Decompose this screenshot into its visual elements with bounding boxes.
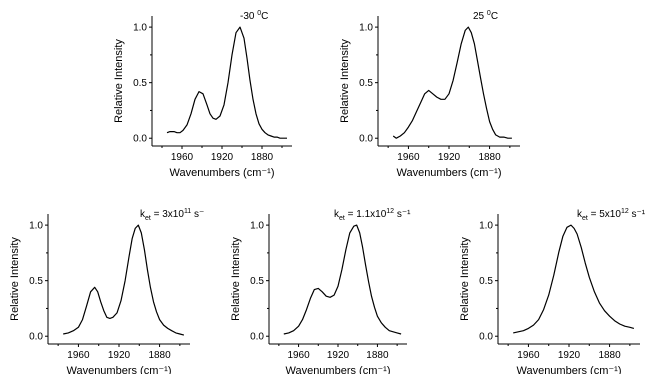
x-tick-label: 1880 bbox=[598, 350, 621, 361]
x-tick-label: 1920 bbox=[327, 350, 350, 361]
x-tick-label: 1880 bbox=[148, 350, 171, 361]
panel-3-x-axis-title: Wavenumbers (cm⁻¹) bbox=[66, 365, 171, 374]
x-tick-label: 1920 bbox=[438, 152, 461, 163]
panel-3-y-axis-title: Relative Intensity bbox=[9, 237, 21, 321]
y-tick-label: 0.5 bbox=[29, 276, 43, 287]
panel-4-annotation: ket = 1.1x1012 s⁻¹ bbox=[334, 208, 411, 222]
x-tick-label: 1960 bbox=[517, 350, 540, 361]
x-tick-label: 1880 bbox=[478, 152, 501, 163]
panel-2-annotation: 25 0C bbox=[473, 10, 498, 22]
y-tick-label: 1.0 bbox=[479, 221, 493, 232]
y-tick-label: 1.0 bbox=[359, 23, 373, 34]
panel-5-x-axis-title: Wavenumbers (cm⁻¹) bbox=[516, 365, 621, 374]
y-tick-label: 0.5 bbox=[250, 276, 264, 287]
y-tick-label: 1.0 bbox=[29, 221, 43, 232]
panel-4-x-axis-title: Wavenumbers (cm⁻¹) bbox=[285, 365, 390, 374]
x-tick-label: 1960 bbox=[287, 350, 310, 361]
y-tick-label: 0.5 bbox=[359, 78, 373, 89]
panel-2-y-axis-title: Relative Intensity bbox=[339, 39, 351, 123]
y-tick-label: 0.0 bbox=[359, 134, 373, 145]
panel-1: 0.0 0.5 1.0 1960 1920 1880 Relative Intensity W… bbox=[113, 10, 292, 179]
panel-2-spectrum-line bbox=[392, 26, 512, 139]
panel-3: 0.0 0.5 1.0 1960 1920 1880 Relative Intensity W… bbox=[9, 208, 204, 374]
panel-4: 0.0 0.5 1.0 1960 1920 1880 Relative Intensity W… bbox=[230, 208, 411, 374]
panel-3-annotation: ket = 3x1011 s⁻ bbox=[140, 208, 204, 222]
panel-4-y-axis-title: Relative Intensity bbox=[230, 237, 242, 321]
panel-3-spectrum-line bbox=[63, 224, 185, 336]
y-tick-label: 0.0 bbox=[250, 332, 264, 343]
panel-2: 0.0 0.5 1.0 1960 1920 1880 Relative Intensity W… bbox=[339, 10, 520, 179]
y-tick-label: 0.5 bbox=[133, 78, 147, 89]
x-tick-label: 1880 bbox=[366, 350, 389, 361]
x-tick-label: 1920 bbox=[108, 350, 131, 361]
x-tick-label: 1960 bbox=[171, 152, 194, 163]
x-tick-label: 1960 bbox=[397, 152, 420, 163]
panel-2-x-axis-title: Wavenumbers (cm⁻¹) bbox=[396, 167, 501, 179]
y-tick-label: 0.0 bbox=[29, 332, 43, 343]
panel-5-spectrum-line bbox=[513, 224, 635, 334]
x-tick-label: 1920 bbox=[211, 152, 234, 163]
y-tick-label: 1.0 bbox=[133, 23, 147, 34]
panel-1-spectrum-line bbox=[166, 26, 287, 139]
panel-1-x-axis-title: Wavenumbers (cm⁻¹) bbox=[169, 167, 274, 179]
x-tick-label: 1880 bbox=[251, 152, 274, 163]
x-tick-label: 1960 bbox=[67, 350, 90, 361]
panel-5-y-axis-title: Relative Intensity bbox=[459, 237, 471, 321]
y-tick-label: 1.0 bbox=[250, 221, 264, 232]
panel-5: 0.0 0.5 1.0 1960 1920 1880 Relative Intensity W… bbox=[459, 208, 646, 374]
x-tick-label: 1920 bbox=[558, 350, 581, 361]
y-tick-label: 0.0 bbox=[479, 332, 493, 343]
panel-1-annotation: -30 0C bbox=[240, 10, 268, 22]
panel-4-spectrum-line bbox=[283, 224, 402, 335]
y-tick-label: 0.5 bbox=[479, 276, 493, 287]
y-tick-label: 0.0 bbox=[133, 134, 147, 145]
panel-5-annotation: ket = 5x1012 s⁻¹ bbox=[577, 208, 646, 222]
panel-1-y-axis-title: Relative Intensity bbox=[113, 39, 125, 123]
